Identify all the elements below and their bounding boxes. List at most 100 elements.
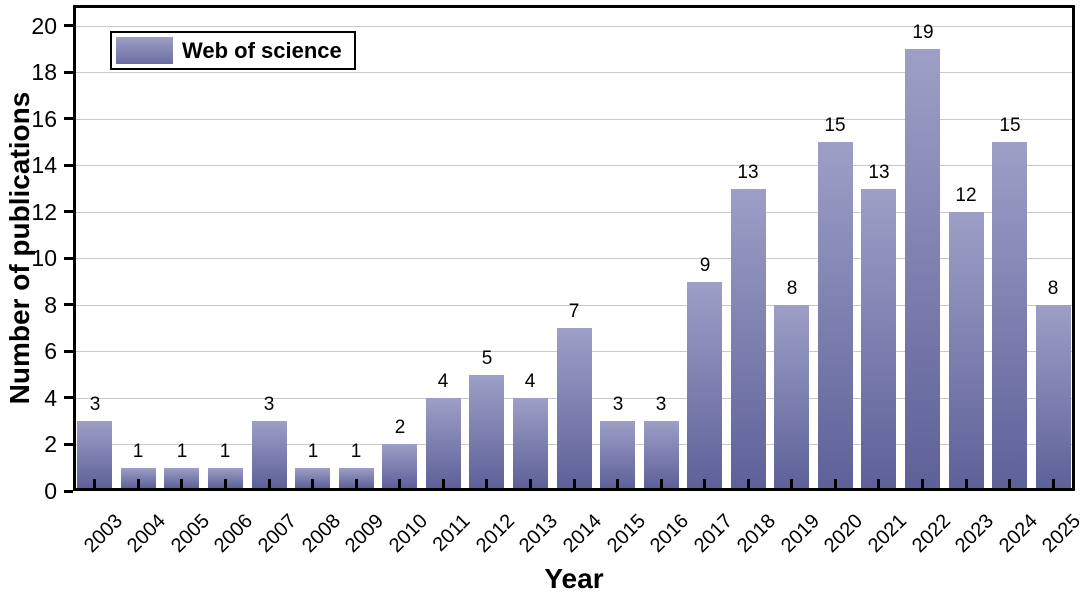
bar (426, 398, 461, 488)
bar-value-label: 1 (219, 441, 231, 462)
y-axis-tick (64, 24, 73, 27)
bar (644, 421, 679, 488)
bar-value-label: 4 (437, 371, 449, 392)
x-tick-label: 2019 (776, 510, 824, 558)
gridline (76, 165, 1072, 166)
bar-value-label: 13 (737, 162, 759, 183)
bar (164, 468, 199, 488)
y-axis-tick (64, 71, 73, 74)
x-tick-label: 2023 (950, 510, 998, 558)
x-tick-label: 2021 (863, 510, 911, 558)
x-tick-label: 2024 (994, 510, 1042, 558)
y-axis-tick (64, 303, 73, 306)
x-tick-label: 2011 (428, 510, 475, 556)
x-axis-tick (224, 479, 227, 488)
y-tick-label: 8 (44, 292, 57, 318)
x-axis-tick (660, 479, 663, 488)
y-axis-tick (64, 443, 73, 446)
gridline (76, 119, 1072, 120)
bar-value-label: 1 (307, 441, 319, 462)
y-tick-label: 4 (44, 385, 57, 411)
y-tick-label: 16 (31, 106, 57, 132)
x-tick-label: 2005 (166, 510, 214, 558)
bar (949, 212, 984, 488)
x-axis-tick (268, 479, 271, 488)
x-axis-tick (442, 479, 445, 488)
bar-value-label: 8 (1047, 278, 1059, 299)
y-tick-label: 20 (31, 13, 57, 39)
x-tick-label: 2025 (1037, 510, 1080, 558)
x-axis-tick (1052, 479, 1055, 488)
x-tick-label: 2012 (471, 510, 519, 558)
bar (121, 468, 156, 488)
bar-value-label: 2 (394, 417, 406, 438)
x-tick-label: 2017 (689, 510, 737, 558)
x-tick-label: 2020 (819, 510, 867, 558)
x-axis-tick (877, 479, 880, 488)
bar-value-label: 3 (263, 394, 275, 415)
x-tick-label: 2016 (645, 510, 693, 558)
x-axis-tick (1008, 479, 1011, 488)
bar (469, 375, 504, 488)
bar (731, 189, 766, 488)
bar-value-label: 19 (912, 22, 934, 43)
bar (992, 142, 1027, 488)
x-axis-tick (355, 479, 358, 488)
y-tick-label: 12 (31, 199, 57, 225)
bar-value-label: 1 (132, 441, 144, 462)
bar (861, 189, 896, 488)
bar-value-label: 1 (350, 441, 362, 462)
x-tick-label: 2013 (514, 510, 562, 558)
bar (905, 49, 940, 488)
gridline (76, 72, 1072, 73)
x-axis-tick (573, 479, 576, 488)
y-axis-tick (64, 396, 73, 399)
y-axis-tick (64, 210, 73, 213)
x-tick-label: 2007 (253, 510, 301, 558)
bar-value-label: 15 (824, 115, 846, 136)
y-tick-label: 0 (44, 478, 57, 504)
bar (818, 142, 853, 488)
x-axis-tick (965, 479, 968, 488)
x-axis-tick (703, 479, 706, 488)
x-tick-label: 2010 (384, 510, 432, 558)
bar (77, 421, 112, 488)
x-axis-title: Year (544, 563, 604, 594)
x-tick-label: 2018 (732, 510, 780, 558)
bar (687, 282, 722, 488)
y-axis-tick (64, 117, 73, 120)
bar (1036, 305, 1071, 488)
legend-label: Web of science (182, 37, 342, 63)
x-axis-tick (137, 479, 140, 488)
gridline (76, 258, 1072, 259)
y-axis-tick (64, 490, 73, 493)
x-axis-tick (616, 479, 619, 488)
bar-value-label: 15 (999, 115, 1021, 136)
x-axis-tick (790, 479, 793, 488)
bar (295, 468, 330, 488)
x-axis-tick (485, 479, 488, 488)
y-axis-tick (64, 257, 73, 260)
bar-value-label: 3 (655, 394, 667, 415)
y-tick-label: 14 (31, 152, 57, 178)
bar (513, 398, 548, 488)
x-axis-tick (921, 479, 924, 488)
gridline (76, 212, 1072, 213)
legend: Web of science (110, 31, 356, 70)
bar (208, 468, 243, 488)
bar-value-label: 13 (868, 162, 890, 183)
x-axis-tick (180, 479, 183, 488)
x-axis-tick (834, 479, 837, 488)
x-tick-label: 2014 (558, 510, 606, 558)
y-axis-tick (64, 350, 73, 353)
x-tick-label: 2008 (297, 510, 345, 558)
bar-value-label: 5 (481, 348, 493, 369)
x-tick-label: 2022 (907, 510, 955, 558)
x-axis-tick (398, 479, 401, 488)
bar-value-label: 4 (524, 371, 536, 392)
bar-value-label: 1 (176, 441, 188, 462)
x-tick-label: 2004 (122, 510, 170, 558)
gridline (76, 305, 1072, 306)
y-tick-label: 2 (44, 431, 57, 457)
